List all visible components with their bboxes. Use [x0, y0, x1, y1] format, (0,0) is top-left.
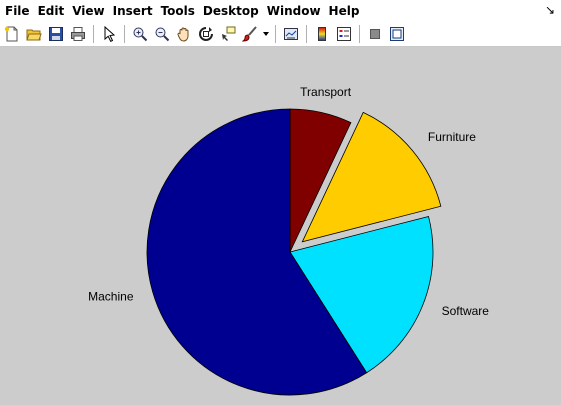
figure-toolbar	[0, 22, 561, 47]
zoom-out-icon[interactable]	[152, 24, 172, 44]
open-file-icon[interactable]	[24, 24, 44, 44]
menu-tools[interactable]: Tools	[160, 4, 195, 18]
menu-help[interactable]: Help	[328, 4, 360, 18]
pie-label-furniture: Furniture	[428, 130, 476, 144]
data-cursor-icon[interactable]	[218, 24, 238, 44]
brush-dropdown-icon[interactable]	[262, 24, 270, 44]
new-figure-icon[interactable]	[2, 24, 22, 44]
toolbar-separator	[93, 25, 94, 43]
toolbar-separator	[306, 25, 307, 43]
zoom-in-icon[interactable]	[130, 24, 150, 44]
colorbar-icon[interactable]	[312, 24, 332, 44]
toolbar-separator	[359, 25, 360, 43]
select-pointer-icon[interactable]	[99, 24, 119, 44]
pie-label-machine: Machine	[88, 290, 134, 304]
link-plot-icon[interactable]	[281, 24, 301, 44]
save-icon[interactable]	[46, 24, 66, 44]
menu-view[interactable]: View	[72, 4, 105, 18]
menu-bar: File Edit View Insert Tools Desktop Wind…	[0, 0, 561, 22]
rotate-3d-icon[interactable]	[196, 24, 216, 44]
menu-insert[interactable]: Insert	[112, 4, 153, 18]
hide-plot-tools-icon[interactable]	[365, 24, 385, 44]
menu-window[interactable]: Window	[266, 4, 321, 18]
menu-file[interactable]: File	[5, 4, 30, 18]
toolbar-separator	[124, 25, 125, 43]
pie-labels: Transport Furniture Software Machine	[88, 85, 489, 318]
pie-slice-machine	[146, 108, 368, 396]
pan-hand-icon[interactable]	[174, 24, 194, 44]
pie-slice-furniture	[301, 111, 442, 243]
toolbar-separator	[275, 25, 276, 43]
pie-label-software: Software	[442, 304, 490, 318]
pie-label-transport: Transport	[300, 85, 352, 99]
menu-edit[interactable]: Edit	[37, 4, 65, 18]
pie-slices	[146, 108, 442, 396]
brush-icon[interactable]	[240, 24, 260, 44]
pie-chart: Transport Furniture Software Machine	[88, 85, 489, 396]
pie-slice-software	[289, 215, 434, 374]
legend-icon[interactable]	[334, 24, 354, 44]
menu-desktop[interactable]: Desktop	[202, 4, 259, 18]
print-icon[interactable]	[68, 24, 88, 44]
dock-figure-icon[interactable]: ↘	[544, 3, 555, 17]
figure-canvas: Transport Furniture Software Machine	[0, 47, 561, 405]
show-plot-tools-icon[interactable]	[387, 24, 407, 44]
